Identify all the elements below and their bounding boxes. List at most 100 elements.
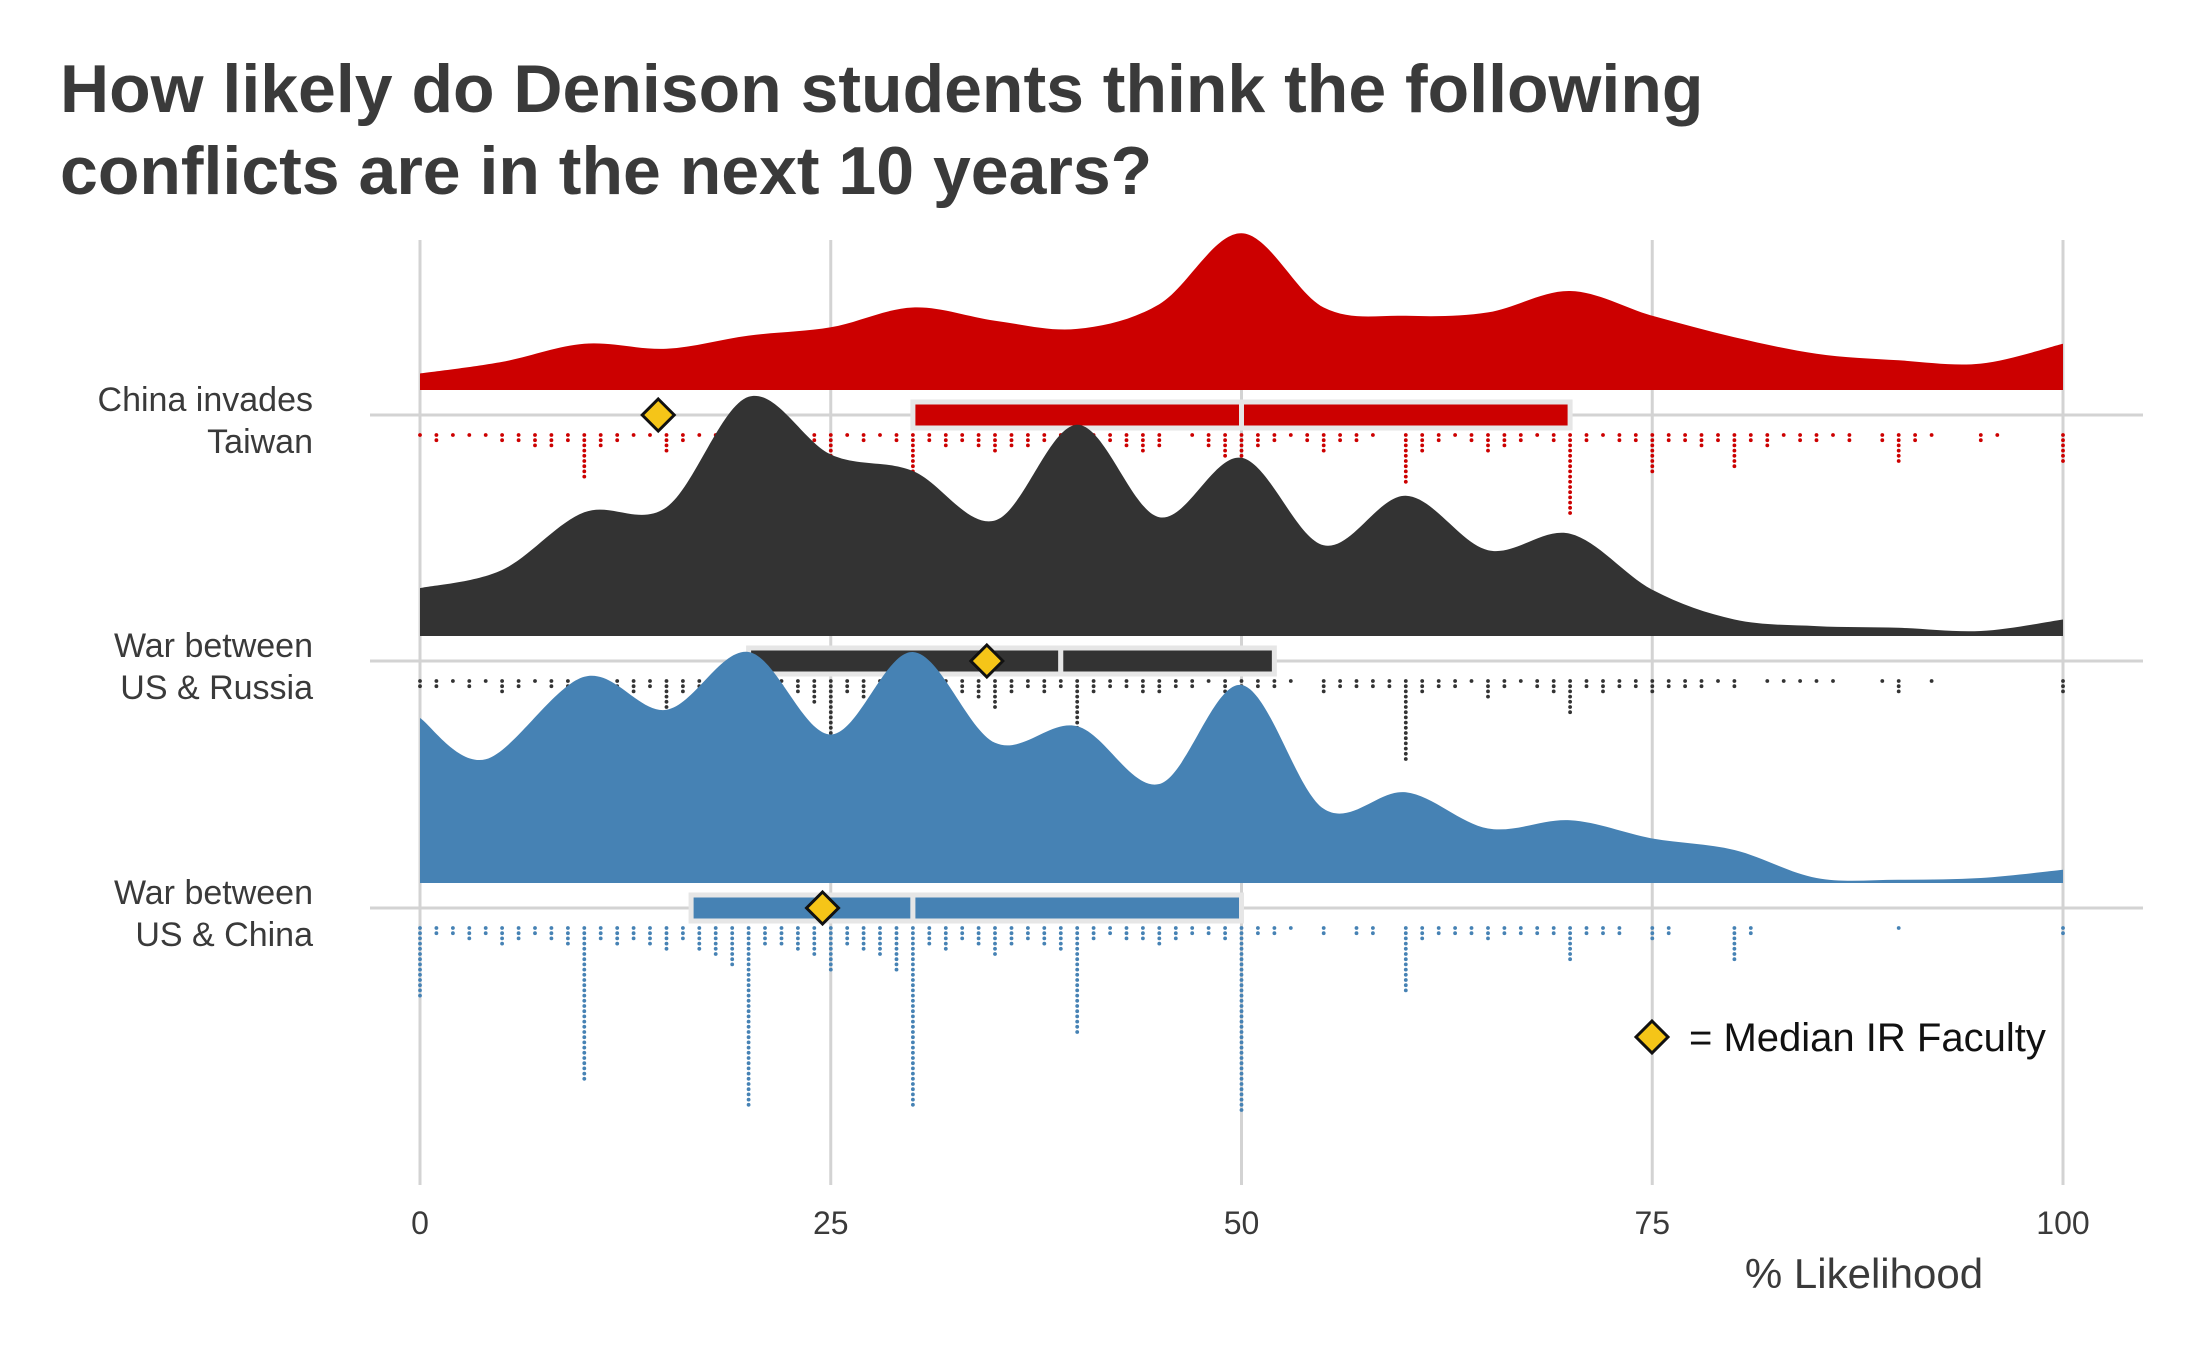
data-dot bbox=[1896, 689, 1901, 694]
data-dot bbox=[582, 438, 587, 443]
data-dot bbox=[1995, 433, 2000, 437]
data-dot bbox=[1436, 438, 1441, 443]
data-dot bbox=[582, 952, 587, 956]
data-dot bbox=[598, 443, 603, 448]
data-dot bbox=[2061, 689, 2065, 694]
dot-column bbox=[2061, 679, 2065, 694]
dot-column bbox=[1141, 679, 1145, 694]
data-dot bbox=[615, 926, 620, 930]
dot-column bbox=[1206, 926, 1211, 936]
data-dot bbox=[1157, 438, 1162, 443]
data-dot bbox=[582, 983, 587, 988]
dot-column bbox=[549, 926, 554, 941]
x-axis-label: % Likelihood bbox=[1745, 1250, 1983, 1297]
data-dot bbox=[1058, 946, 1063, 951]
data-dot bbox=[976, 926, 981, 930]
data-dot bbox=[500, 679, 504, 683]
data-dot bbox=[861, 433, 866, 437]
legend: = Median IR Faculty bbox=[1633, 1016, 2046, 1060]
data-dot bbox=[1732, 936, 1737, 941]
data-dot bbox=[1157, 936, 1162, 941]
data-dot bbox=[1403, 479, 1408, 484]
dot-column bbox=[1732, 433, 1737, 469]
data-dot bbox=[911, 1076, 915, 1081]
dot-column bbox=[1929, 679, 1934, 683]
data-dot bbox=[861, 941, 866, 946]
data-dot bbox=[861, 684, 866, 689]
data-dot bbox=[582, 1014, 587, 1019]
data-dot bbox=[1190, 679, 1195, 683]
data-dot bbox=[746, 983, 751, 988]
data-dot bbox=[1568, 941, 1572, 946]
data-dot bbox=[1568, 485, 1572, 489]
data-dot bbox=[927, 433, 932, 437]
x-tick-label: 75 bbox=[1634, 1205, 1670, 1241]
data-dot bbox=[434, 679, 439, 683]
data-dot bbox=[1896, 448, 1901, 453]
data-dot bbox=[1157, 443, 1162, 448]
data-dot bbox=[730, 946, 735, 951]
y-category-label-line: US & Russia bbox=[120, 669, 313, 707]
data-dot bbox=[1486, 448, 1490, 453]
dot-column bbox=[1469, 433, 1474, 443]
data-dot bbox=[1190, 931, 1195, 936]
data-dot bbox=[648, 679, 652, 683]
data-dot bbox=[1732, 946, 1737, 951]
data-dot bbox=[1929, 679, 1934, 683]
data-dot bbox=[566, 679, 570, 683]
data-dot bbox=[1650, 459, 1655, 463]
data-dot bbox=[1518, 438, 1523, 443]
data-dot bbox=[878, 931, 882, 936]
data-dot bbox=[533, 433, 537, 437]
dot-column bbox=[500, 679, 504, 694]
dot-column bbox=[697, 433, 702, 437]
data-dot bbox=[1371, 931, 1375, 936]
data-dot bbox=[1141, 438, 1145, 443]
data-dot bbox=[1075, 946, 1080, 951]
data-dot bbox=[1617, 438, 1622, 443]
data-dot bbox=[516, 433, 521, 437]
data-dot bbox=[976, 679, 981, 683]
data-dot bbox=[582, 1035, 587, 1040]
data-dot bbox=[763, 926, 767, 930]
dot-column bbox=[549, 433, 554, 448]
data-dot bbox=[1469, 679, 1474, 683]
data-dot bbox=[1568, 469, 1572, 474]
dot-column bbox=[828, 926, 833, 972]
dot-column bbox=[1042, 433, 1047, 443]
data-dot bbox=[1239, 1009, 1244, 1014]
data-dot bbox=[1239, 448, 1244, 453]
data-dot bbox=[516, 926, 521, 930]
data-dot bbox=[1075, 993, 1080, 998]
data-dot bbox=[845, 684, 850, 689]
dot-column bbox=[467, 433, 472, 437]
data-dot bbox=[976, 684, 981, 689]
dot-column bbox=[1716, 679, 1720, 683]
data-dot bbox=[796, 936, 800, 941]
data-dot bbox=[878, 941, 882, 946]
data-dot bbox=[1108, 679, 1112, 683]
data-dot bbox=[648, 936, 652, 941]
data-dot bbox=[1272, 926, 1277, 930]
dot-column bbox=[1798, 433, 1802, 443]
dot-column bbox=[1568, 926, 1572, 962]
dot-column bbox=[1716, 433, 1720, 443]
data-dot bbox=[1748, 926, 1753, 930]
dot-column bbox=[566, 433, 570, 443]
data-dot bbox=[1239, 1024, 1244, 1029]
data-dot bbox=[779, 926, 784, 930]
data-dot bbox=[598, 926, 603, 930]
data-dot bbox=[828, 694, 833, 699]
dot-column bbox=[1256, 433, 1260, 448]
box-upper-half bbox=[1239, 399, 1573, 431]
data-dot bbox=[960, 931, 965, 936]
data-dot bbox=[582, 988, 587, 993]
data-dot bbox=[1551, 433, 1556, 437]
data-dot bbox=[418, 957, 422, 962]
data-dot bbox=[828, 715, 833, 720]
data-dot bbox=[1650, 469, 1655, 474]
data-dot bbox=[1765, 679, 1770, 683]
data-dot bbox=[1091, 679, 1096, 683]
dot-column bbox=[516, 679, 521, 689]
dot-column bbox=[1650, 926, 1655, 941]
